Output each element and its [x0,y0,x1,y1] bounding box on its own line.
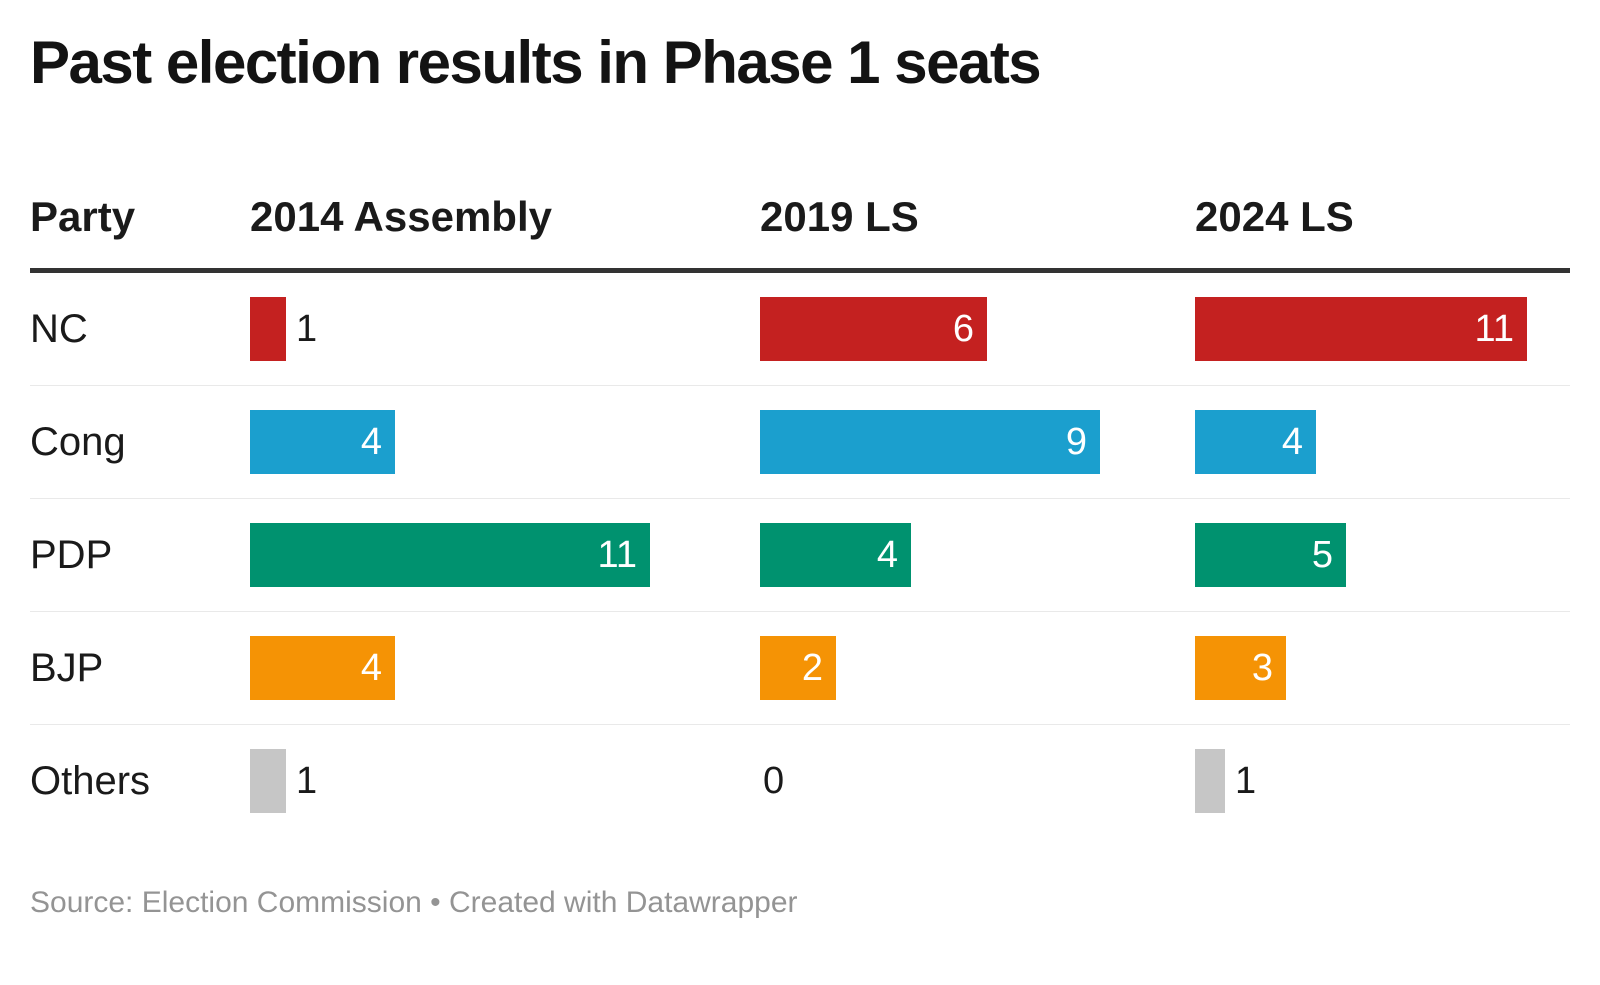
bar-bjp-2019-ls: 2 [760,636,836,700]
bar-others-2014-assembly [250,749,286,813]
bar-cell-others-2014-assembly: 1 [250,749,760,813]
bar-nc-2014-assembly [250,297,286,361]
bar-value-label: 4 [876,534,898,576]
party-label-cong: Cong [30,420,126,464]
column-header-party: Party [30,193,136,240]
bar-cell-bjp-2014-assembly: 4 [250,636,760,700]
column-header-2024-ls: 2024 LS [1195,193,1354,240]
table-row-bjp: BJP 4 2 3 [30,612,1570,725]
bar-cell-nc-2014-assembly: 1 [250,297,760,361]
source-attribution: Source: Election Commission • Created wi… [30,886,798,919]
bar-cell-others-2024-ls: 1 [1195,749,1570,813]
table-body: NC 1 6 11 Cong 4 9 4 PDP 11 4 5 BJP 4 2 3 Others 1 0 1 [30,273,1570,837]
party-label-pdp: PDP [30,533,113,577]
bar-value-label: 4 [360,647,382,689]
bar-value-label: 11 [597,534,637,576]
bar-cell-bjp-2019-ls: 2 [760,636,1195,700]
bar-value-label: 1 [1235,760,1257,802]
bar-value-label: 4 [360,421,382,463]
bar-cong-2014-assembly: 4 [250,410,395,474]
bar-cell-cong-2019-ls: 9 [760,410,1195,474]
bar-value-label: 2 [801,647,823,689]
bar-cell-pdp-2014-assembly: 11 [250,523,760,587]
bar-cell-bjp-2024-ls: 3 [1195,636,1570,700]
bar-value-label: 9 [1065,421,1087,463]
chart-title: Past election results in Phase 1 seats [30,29,1042,96]
bar-bjp-2024-ls: 3 [1195,636,1286,700]
bar-others-2024-ls [1195,749,1225,813]
table-row-others: Others 1 0 1 [30,725,1570,837]
bar-pdp-2014-assembly: 11 [250,523,650,587]
table-header-row: Party 2014 Assembly 2019 LS 2024 LS [30,196,1570,238]
header-divider [30,268,1570,273]
bar-cell-others-2019-ls: 0 [760,762,1195,800]
bar-value-label: 4 [1281,421,1303,463]
column-header-2014-assembly: 2014 Assembly [250,193,552,240]
bar-value-label: 1 [296,760,318,802]
bar-value-label: 5 [1311,534,1333,576]
table-row-cong: Cong 4 9 4 [30,386,1570,499]
bar-value-label: 0 [763,760,785,802]
bar-nc-2019-ls: 6 [760,297,987,361]
bar-cell-nc-2019-ls: 6 [760,297,1195,361]
bar-cell-cong-2014-assembly: 4 [250,410,760,474]
bar-cong-2019-ls: 9 [760,410,1100,474]
bar-value-label: 1 [296,308,318,350]
table-row-nc: NC 1 6 11 [30,273,1570,386]
bar-cell-nc-2024-ls: 11 [1195,297,1570,361]
bar-cell-pdp-2019-ls: 4 [760,523,1195,587]
party-label-nc: NC [30,307,88,351]
bar-nc-2024-ls: 11 [1195,297,1527,361]
bar-cell-cong-2024-ls: 4 [1195,410,1570,474]
bar-pdp-2024-ls: 5 [1195,523,1346,587]
bar-bjp-2014-assembly: 4 [250,636,395,700]
party-label-bjp: BJP [30,646,104,690]
bar-value-label: 3 [1251,647,1273,689]
bar-value-label: 11 [1474,308,1514,350]
bar-value-label: 6 [952,308,974,350]
party-label-others: Others [30,759,151,803]
bar-pdp-2019-ls: 4 [760,523,911,587]
bar-cell-pdp-2024-ls: 5 [1195,523,1570,587]
column-header-2019-ls: 2019 LS [760,193,919,240]
table-row-pdp: PDP 11 4 5 [30,499,1570,612]
bar-cong-2024-ls: 4 [1195,410,1316,474]
